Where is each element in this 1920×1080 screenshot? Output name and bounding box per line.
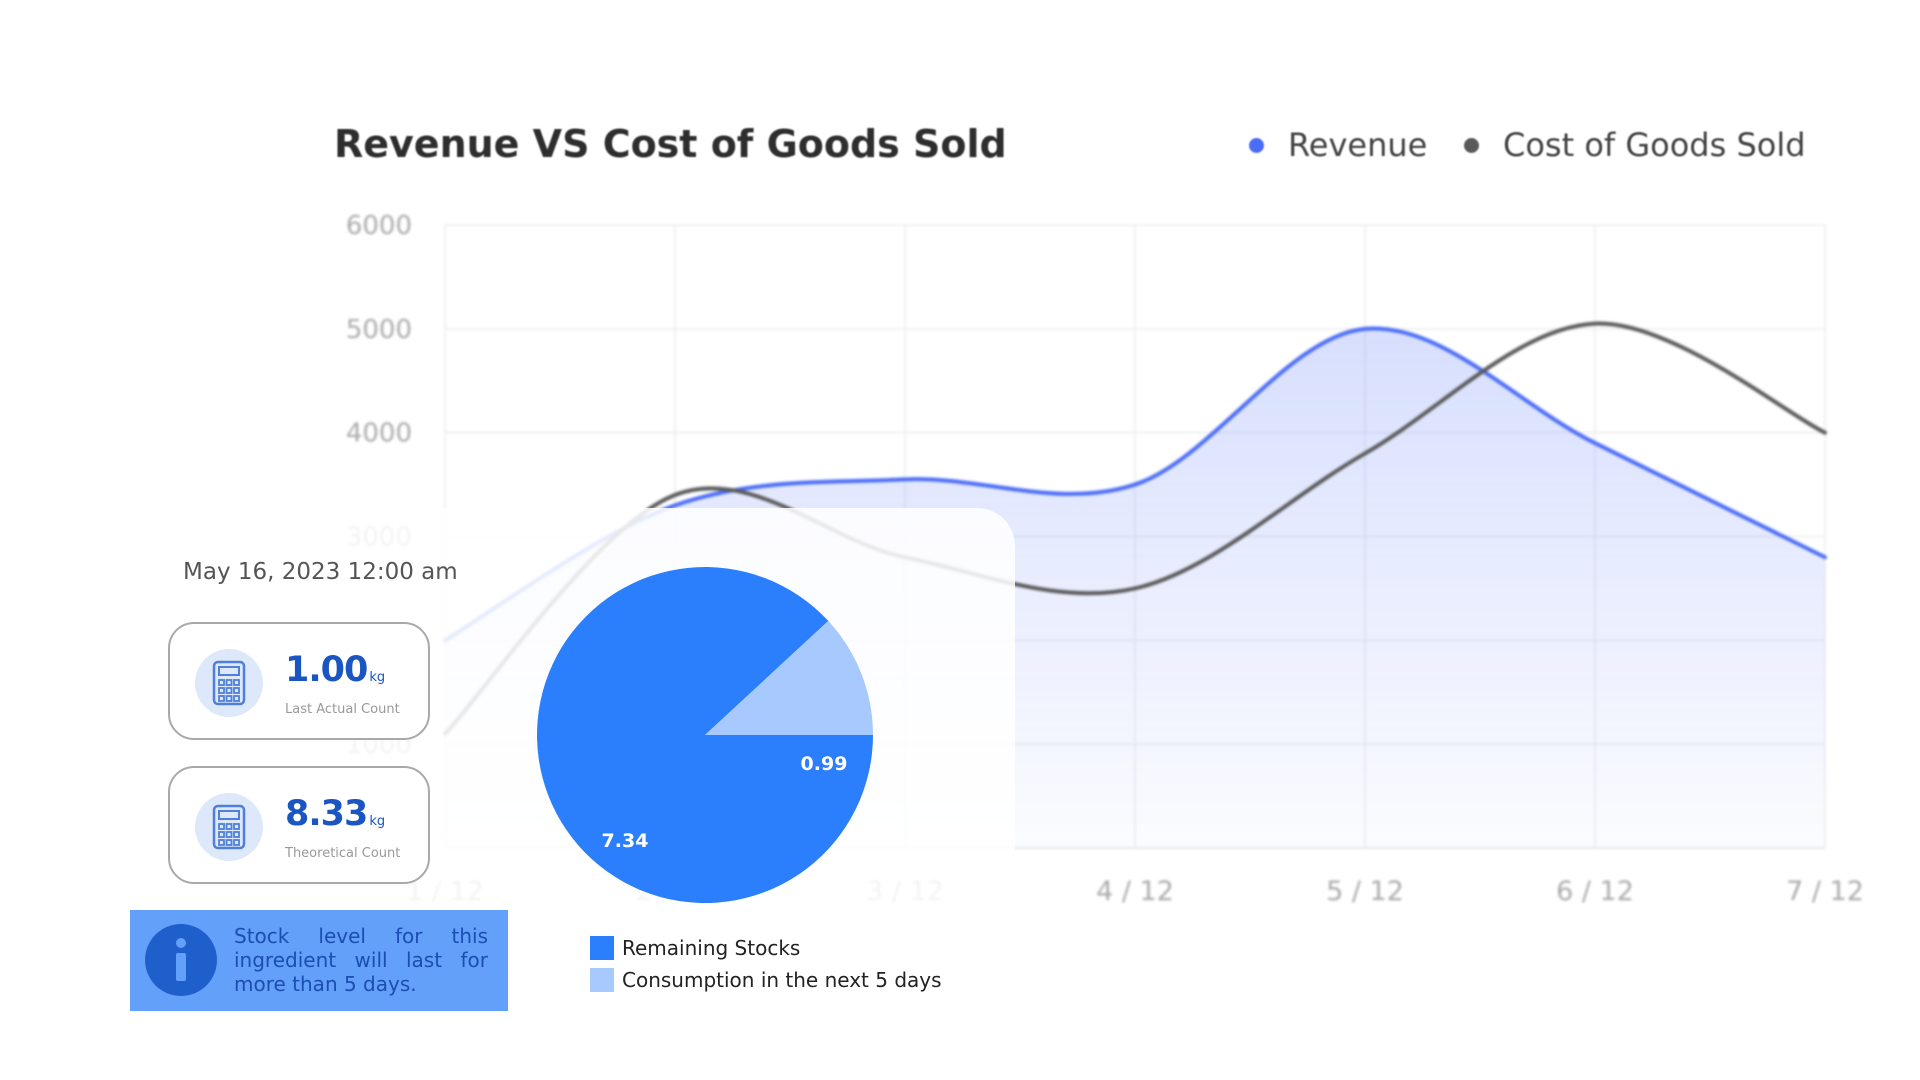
theoretical-count-unit: kg	[369, 814, 386, 829]
series-line-1	[443, 321, 1827, 736]
legend-revenue[interactable]: Revenue	[1249, 126, 1427, 164]
pie-label-remaining: 7.34	[602, 830, 649, 852]
chart-title: Revenue VS Cost of Goods Sold	[334, 122, 1007, 166]
stock-info-banner: Stock level for this ingredient will las…	[130, 910, 508, 1011]
info-message: Stock level for this ingredient will las…	[234, 924, 488, 996]
count-value: 1.00 kg	[285, 650, 385, 690]
info-icon	[145, 924, 217, 996]
calculator-icon	[195, 649, 263, 717]
x-tick-label: 4 / 12	[1096, 876, 1174, 907]
legend-cogs-label: Cost of Goods Sold	[1503, 126, 1806, 164]
pie-legend-swatch-consumption	[590, 968, 614, 992]
legend-cogs[interactable]: Cost of Goods Sold	[1464, 126, 1806, 164]
timestamp: May 16, 2023 12:00 am	[183, 559, 458, 585]
last-actual-count-card: 1.00 kg Last Actual Count	[168, 622, 430, 740]
legend-revenue-label: Revenue	[1288, 126, 1428, 164]
pie-slice-consumption	[705, 620, 873, 735]
pie-legend-label-consumption: Consumption in the next 5 days	[622, 968, 942, 992]
chart-lines	[443, 321, 1827, 736]
last-actual-count-value: 1.00	[285, 650, 368, 690]
last-actual-count-unit: kg	[369, 670, 386, 685]
theoretical-count-value: 8.33	[285, 794, 368, 834]
y-tick-label: 5000	[346, 315, 412, 345]
pie-label-consumption: 0.99	[801, 753, 848, 775]
calculator-icon	[195, 793, 263, 861]
last-actual-count-caption: Last Actual Count	[285, 702, 400, 717]
pie-legend-label-remaining: Remaining Stocks	[622, 936, 801, 960]
pie-legend-item-consumption[interactable]: Consumption in the next 5 days	[590, 964, 942, 996]
pie-legend-swatch-remaining	[590, 936, 614, 960]
count-value: 8.33 kg	[285, 794, 385, 834]
pie-legend: Remaining Stocks Consumption in the next…	[590, 932, 942, 996]
series-line-0	[443, 326, 1827, 643]
x-tick-label: 7 / 12	[1786, 876, 1864, 907]
y-tick-label: 4000	[346, 419, 412, 449]
legend-revenue-dot	[1249, 137, 1264, 153]
x-tick-label: 5 / 12	[1326, 876, 1404, 907]
theoretical-count-caption: Theoretical Count	[285, 846, 401, 861]
theoretical-count-card: 8.33 kg Theoretical Count	[168, 766, 430, 884]
stock-pie-chart: 0.99 7.34	[537, 567, 873, 903]
pie-legend-item-remaining[interactable]: Remaining Stocks	[590, 932, 942, 964]
x-tick-label: 6 / 12	[1556, 876, 1634, 907]
legend-cogs-dot	[1464, 137, 1479, 153]
y-tick-label: 6000	[346, 211, 412, 241]
